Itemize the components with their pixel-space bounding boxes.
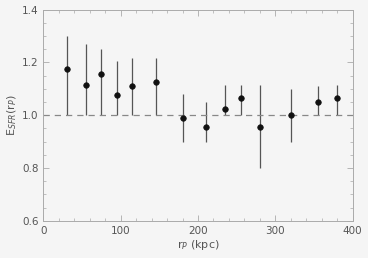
X-axis label: r$_{P}$ (kpc): r$_{P}$ (kpc) xyxy=(177,238,219,252)
Y-axis label: E$_{SFR}$(r$_{P}$): E$_{SFR}$(r$_{P}$) xyxy=(6,94,19,136)
